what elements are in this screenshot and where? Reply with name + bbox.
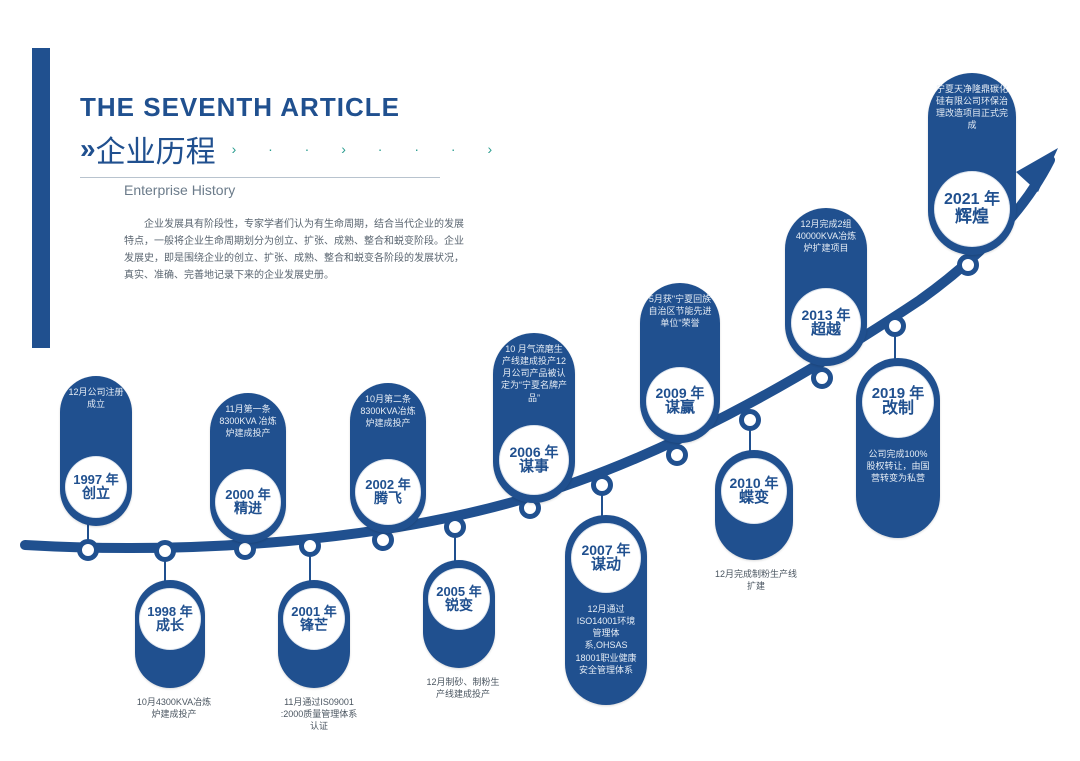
year-badge: 1997 年创立 [65, 456, 127, 518]
timeline-bubble: 2001 年锋芒 [278, 580, 350, 688]
year-tag: 精进 [234, 501, 262, 516]
timeline-bubble: 2019 年改制公司完成100%股权转让，由国营转变为私营 [856, 358, 940, 538]
timeline-node-2002: 10月第二条8300KVA冶炼炉建成投产 2002 年腾飞 [350, 383, 426, 533]
year-tag: 谋动 [591, 557, 621, 573]
node-desc: 公司完成100%股权转让，由国营转变为私营 [856, 438, 940, 490]
timeline-node-2021: 宁夏天净隆鼎碳化硅有限公司环保治理改造项目正式完成 2021 年辉煌 [928, 73, 1016, 255]
year-tag: 改制 [882, 401, 914, 418]
node-desc: 12月通过ISO14001环境管理体系,OHSAS 18001职业健康安全管理体… [565, 593, 647, 682]
timeline-dot [444, 516, 466, 538]
timeline-dot [739, 409, 761, 431]
year-tag: 创立 [82, 486, 110, 501]
timeline-node-2001: 2001 年锋芒 11月通过IS09001 :2000质量管理体系认证 [278, 580, 360, 732]
year-tag: 成长 [156, 618, 184, 633]
timeline-bubble: 12月公司注册成立 1997 年创立 [60, 376, 132, 526]
year-badge: 2005 年锐变 [428, 568, 490, 630]
node-desc: 12月完成2组40000KVA冶炼炉扩建项目 [785, 208, 867, 260]
node-ext-desc: 12月制砂、制粉生产线建成投产 [423, 676, 503, 700]
timeline-node-2006: 10 月气流磨生产线建成投产12 月公司产品被认定为“宁夏名牌产品” 2006 年… [493, 333, 575, 503]
timeline-bubble: 1998 年成长 [135, 580, 205, 688]
timeline-node-2009: 5月获"宁夏回族自治区节能先进单位"荣誉 2009 年谋赢 [640, 283, 720, 443]
year-label: 2000 年 [225, 488, 271, 502]
node-desc: 10月第二条8300KVA冶炼炉建成投产 [350, 383, 426, 435]
timeline-dot [884, 315, 906, 337]
node-desc: 12月公司注册成立 [60, 376, 132, 416]
year-label: 1998 年 [147, 605, 193, 619]
year-badge: 2002 年腾飞 [355, 459, 421, 525]
year-label: 2021 年 [944, 192, 1000, 209]
timeline-dot [957, 254, 979, 276]
year-tag: 锋芒 [300, 618, 328, 633]
year-badge: 2019 年改制 [862, 366, 934, 438]
timeline-bubble: 2005 年锐变 [423, 560, 495, 668]
year-badge: 2021 年辉煌 [934, 171, 1010, 247]
year-tag: 超越 [811, 322, 841, 338]
year-tag: 锐变 [445, 598, 473, 613]
timeline-bubble: 10 月气流磨生产线建成投产12 月公司产品被认定为“宁夏名牌产品” 2006 年… [493, 333, 575, 503]
timeline-node-2019: 2019 年改制公司完成100%股权转让，由国营转变为私营 [856, 358, 940, 538]
year-label: 1997 年 [73, 473, 119, 487]
node-desc: 10 月气流磨生产线建成投产12 月公司产品被认定为“宁夏名牌产品” [493, 333, 575, 410]
timeline-node-1997: 12月公司注册成立 1997 年创立 [60, 376, 132, 526]
node-ext-desc: 11月通过IS09001 :2000质量管理体系认证 [278, 696, 360, 732]
timeline-bubble: 12月完成2组40000KVA冶炼炉扩建项目 2013 年超越 [785, 208, 867, 366]
timeline-dot [299, 535, 321, 557]
timeline-node-2013: 12月完成2组40000KVA冶炼炉扩建项目 2013 年超越 [785, 208, 867, 366]
year-badge: 2010 年蝶变 [721, 458, 787, 524]
year-label: 2002 年 [365, 478, 411, 492]
timeline-node-1998: 1998 年成长 10月4300KVA冶炼炉建成投产 [135, 580, 213, 720]
year-badge: 1998 年成长 [139, 588, 201, 650]
timeline-node-2010: 2010 年蝶变 12月完成制粉生产线扩建 [715, 450, 797, 592]
year-tag: 谋事 [519, 459, 549, 475]
year-badge: 2006 年谋事 [499, 425, 569, 495]
timeline-node-2000: 11月第一条8300KVA 冶炼炉建成投产 2000 年精进 [210, 393, 286, 543]
year-tag: 蝶变 [739, 490, 769, 506]
timeline-dot [811, 367, 833, 389]
timeline-bubble: 11月第一条8300KVA 冶炼炉建成投产 2000 年精进 [210, 393, 286, 543]
year-tag: 谋赢 [665, 400, 695, 416]
node-desc: 5月获"宁夏回族自治区节能先进单位"荣誉 [640, 283, 720, 335]
timeline-bubble: 2007 年谋动12月通过ISO14001环境管理体系,OHSAS 18001职… [565, 515, 647, 705]
timeline-dot [154, 540, 176, 562]
year-badge: 2007 年谋动 [571, 523, 641, 593]
node-ext-desc: 10月4300KVA冶炼炉建成投产 [135, 696, 213, 720]
timeline-bubble: 2010 年蝶变 [715, 450, 793, 560]
year-tag: 辉煌 [955, 208, 989, 226]
node-desc: 11月第一条8300KVA 冶炼炉建成投产 [210, 393, 286, 445]
year-tag: 腾飞 [374, 491, 402, 506]
timeline-node-2007: 2007 年谋动12月通过ISO14001环境管理体系,OHSAS 18001职… [565, 515, 647, 705]
year-badge: 2013 年超越 [791, 288, 861, 358]
timeline-dot [77, 539, 99, 561]
timeline-dot [591, 474, 613, 496]
timeline-bubble: 5月获"宁夏回族自治区节能先进单位"荣誉 2009 年谋赢 [640, 283, 720, 443]
timeline-node-2005: 2005 年锐变 12月制砂、制粉生产线建成投产 [423, 560, 503, 700]
timeline-bubble: 宁夏天净隆鼎碳化硅有限公司环保治理改造项目正式完成 2021 年辉煌 [928, 73, 1016, 255]
node-ext-desc: 12月完成制粉生产线扩建 [715, 568, 797, 592]
timeline-bubble: 10月第二条8300KVA冶炼炉建成投产 2002 年腾飞 [350, 383, 426, 533]
node-desc: 宁夏天净隆鼎碳化硅有限公司环保治理改造项目正式完成 [928, 73, 1016, 138]
year-badge: 2009 年谋赢 [646, 367, 714, 435]
year-label: 2005 年 [436, 585, 482, 599]
year-label: 2001 年 [291, 605, 337, 619]
year-badge: 2001 年锋芒 [283, 588, 345, 650]
timeline-dot [666, 444, 688, 466]
year-badge: 2000 年精进 [215, 469, 281, 535]
